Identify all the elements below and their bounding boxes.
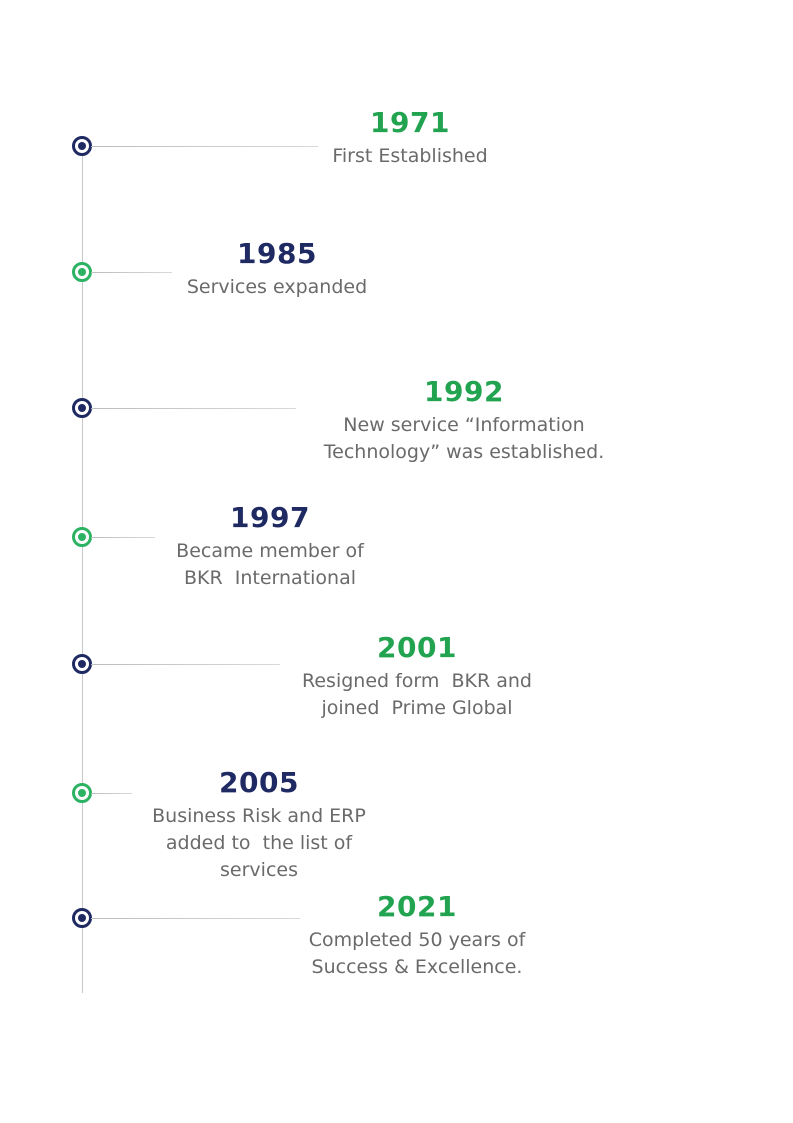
connector-line-2005 xyxy=(91,793,132,794)
entry-description-line: joined Prime Global xyxy=(321,697,513,719)
entry-year: 2001 xyxy=(377,631,457,664)
connector-line-1985 xyxy=(91,272,172,273)
dot-core-icon xyxy=(78,533,86,541)
timeline-axis xyxy=(82,146,83,993)
entry-description-line: Success & Excellence. xyxy=(311,956,523,978)
entry-year: 1992 xyxy=(424,375,504,408)
timeline-entry-1997: 1997 Became member of BKR International xyxy=(100,502,440,592)
dot-core-icon xyxy=(78,404,86,412)
dot-core-icon xyxy=(78,142,86,150)
entry-description-line: New service “Information xyxy=(343,414,585,436)
connector-line-2021 xyxy=(91,918,300,919)
entry-year: 1971 xyxy=(370,106,450,139)
entry-description-line: Became member of xyxy=(176,540,364,562)
entry-year: 2021 xyxy=(377,890,457,923)
timeline-dot-1985 xyxy=(72,262,92,282)
timeline-dot-1997 xyxy=(72,527,92,547)
dot-core-icon xyxy=(78,789,86,797)
timeline-dot-2005 xyxy=(72,783,92,803)
timeline-dot-1971 xyxy=(72,136,92,156)
entry-description-line: Completed 50 years of xyxy=(308,929,526,951)
connector-line-1992 xyxy=(91,408,296,409)
entry-description-line: Business Risk and ERP xyxy=(152,805,366,827)
entry-description-line: Resigned form BKR and xyxy=(302,670,532,692)
timeline-entry-2005: 2005 Business Risk and ERP added to the … xyxy=(89,767,429,884)
timeline-entry-1992: 1992 New service “Information Technology… xyxy=(294,376,634,466)
entry-year: 1997 xyxy=(230,501,310,534)
entry-description-line: Technology” was established. xyxy=(323,441,605,463)
entry-description-line: BKR International xyxy=(183,567,357,589)
timeline-entry-1985: 1985 Services expanded xyxy=(107,238,447,301)
dot-core-icon xyxy=(78,268,86,276)
timeline-entry-2021: 2021 Completed 50 years of Success & Exc… xyxy=(247,891,587,981)
connector-line-2001 xyxy=(91,664,280,665)
timeline-dot-2021 xyxy=(72,908,92,928)
timeline-dot-1992 xyxy=(72,398,92,418)
dot-core-icon xyxy=(78,660,86,668)
connector-line-1997 xyxy=(91,537,155,538)
connector-line-1971 xyxy=(91,146,318,147)
entry-description-line: added to the list of xyxy=(165,832,353,854)
entry-year: 1985 xyxy=(237,237,317,270)
timeline-entry-2001: 2001 Resigned form BKR and joined Prime … xyxy=(247,632,587,722)
entry-year: 2005 xyxy=(219,766,299,799)
entry-description-line: services xyxy=(220,859,298,881)
entry-description-line: First Established xyxy=(332,145,488,167)
dot-core-icon xyxy=(78,914,86,922)
timeline-dot-2001 xyxy=(72,654,92,674)
entry-description-line: Services expanded xyxy=(186,276,368,298)
timeline-entry-1971: 1971 First Established xyxy=(240,107,580,170)
